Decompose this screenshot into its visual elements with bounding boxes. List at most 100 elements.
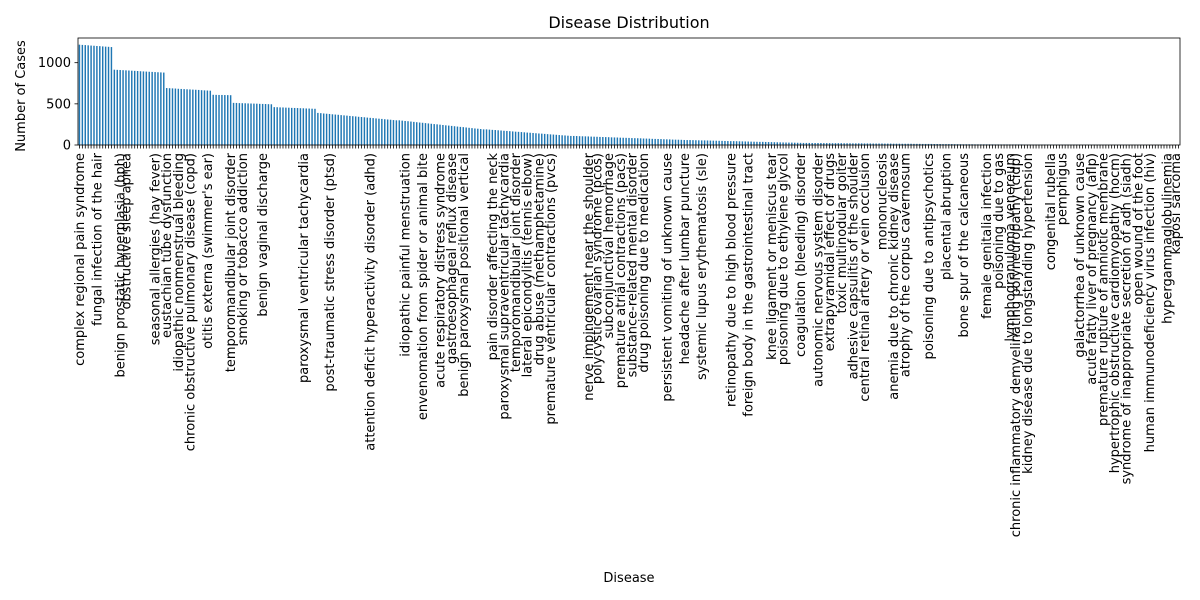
bar: [456, 126, 459, 145]
bar: [285, 107, 287, 145]
x-tick-label: premature rupture of amniotic membrane: [1096, 153, 1111, 426]
bar: [500, 130, 502, 145]
bar: [657, 138, 659, 145]
x-tick-label: benign prostatic hyperplasia (bph): [114, 153, 129, 378]
x-tick-label: poisoning due to antipsychotics: [922, 153, 937, 360]
bar: [96, 45, 98, 146]
bar: [674, 139, 677, 145]
x-tick-label: galactorrhea of unknown cause: [1073, 153, 1088, 358]
bar: [532, 132, 534, 145]
bar: [163, 72, 165, 145]
bar: [442, 125, 444, 145]
bar: [509, 131, 511, 145]
bar: [235, 102, 238, 145]
y-tick-label: 1000: [38, 56, 71, 71]
bar: [616, 137, 619, 145]
bar: [808, 142, 810, 145]
bar: [552, 134, 555, 145]
bar: [369, 117, 371, 145]
bar: [340, 115, 342, 145]
bar: [427, 123, 430, 145]
bar: [488, 129, 491, 145]
bar: [261, 103, 264, 145]
bar: [276, 107, 278, 145]
bar: [116, 69, 118, 145]
bar: [546, 134, 549, 145]
x-tick-label: adhesive capsulitis of the shoulder: [846, 152, 861, 379]
x-tick-label: pemphigus: [1056, 153, 1071, 226]
x-tick-label: retinopathy due to high blood pressure: [724, 153, 739, 407]
bar: [482, 129, 485, 145]
bar: [895, 143, 898, 145]
bar: [302, 108, 305, 145]
bar: [948, 144, 950, 145]
bar: [407, 121, 409, 145]
bar: [311, 108, 313, 145]
bars-layer: [78, 44, 1180, 146]
bar: [270, 104, 273, 145]
x-tick-label: otitis externa (swimmer's ear): [201, 153, 216, 349]
x-tick-label: benign vaginal discharge: [256, 153, 271, 317]
x-tick-label: subconjunctival hemorrhage: [602, 153, 617, 339]
bar: [573, 135, 575, 145]
bar: [916, 143, 918, 145]
bar: [322, 113, 325, 145]
x-tick-label: mononucleosis: [875, 153, 890, 250]
x-tick-label: open wound of the foot: [1131, 153, 1146, 305]
bar: [828, 143, 831, 145]
bar: [511, 131, 514, 145]
bar: [811, 143, 813, 145]
x-tick-label: chronic inflammatory demyelinating polyn…: [1009, 153, 1024, 537]
bar: [247, 103, 249, 145]
bar: [945, 144, 947, 145]
bar: [782, 142, 784, 145]
bar: [857, 143, 860, 145]
bar: [538, 133, 540, 145]
bar: [384, 119, 386, 145]
bar: [901, 143, 904, 145]
x-tick-label: toxic multinodular goiter: [835, 152, 850, 313]
bar: [195, 89, 197, 145]
bar: [919, 143, 921, 145]
bar: [165, 88, 168, 145]
axes-frame: [77, 37, 1181, 146]
bar: [142, 71, 145, 145]
bar: [825, 143, 828, 145]
bar: [375, 118, 377, 145]
bar: [567, 135, 569, 145]
bar: [372, 118, 374, 145]
bar: [753, 141, 755, 145]
bar: [555, 134, 558, 145]
bar: [730, 141, 732, 145]
x-tick-label: pain disorder affecting the neck: [486, 153, 501, 361]
bar: [468, 127, 470, 145]
bar: [107, 46, 110, 146]
bar: [148, 71, 150, 145]
bar: [863, 143, 866, 145]
bar: [767, 142, 770, 145]
bar: [410, 121, 412, 145]
bar: [680, 139, 683, 145]
x-tick-label: post-traumatic stress disorder (ptsd): [323, 153, 338, 392]
bar: [416, 122, 418, 145]
x-tick-label: substance-related mental disorder: [625, 152, 640, 377]
bar: [599, 136, 601, 145]
bar: [741, 141, 744, 145]
x-tick-label: bone spur of the calcaneous: [957, 153, 972, 338]
x-axis-label: Disease: [603, 571, 654, 586]
bar: [642, 138, 645, 145]
bar: [904, 143, 906, 145]
bar: [288, 107, 290, 145]
bar: [796, 142, 799, 145]
bar: [131, 70, 133, 145]
x-tick-label: lymphogranuloma venereum: [1003, 153, 1018, 342]
bar: [381, 118, 383, 145]
bar: [491, 129, 494, 145]
bar: [802, 142, 805, 145]
bar: [866, 143, 869, 145]
bar: [855, 143, 857, 145]
bar: [189, 89, 191, 145]
bar: [232, 102, 235, 145]
bar: [721, 140, 723, 145]
bar: [590, 136, 592, 145]
